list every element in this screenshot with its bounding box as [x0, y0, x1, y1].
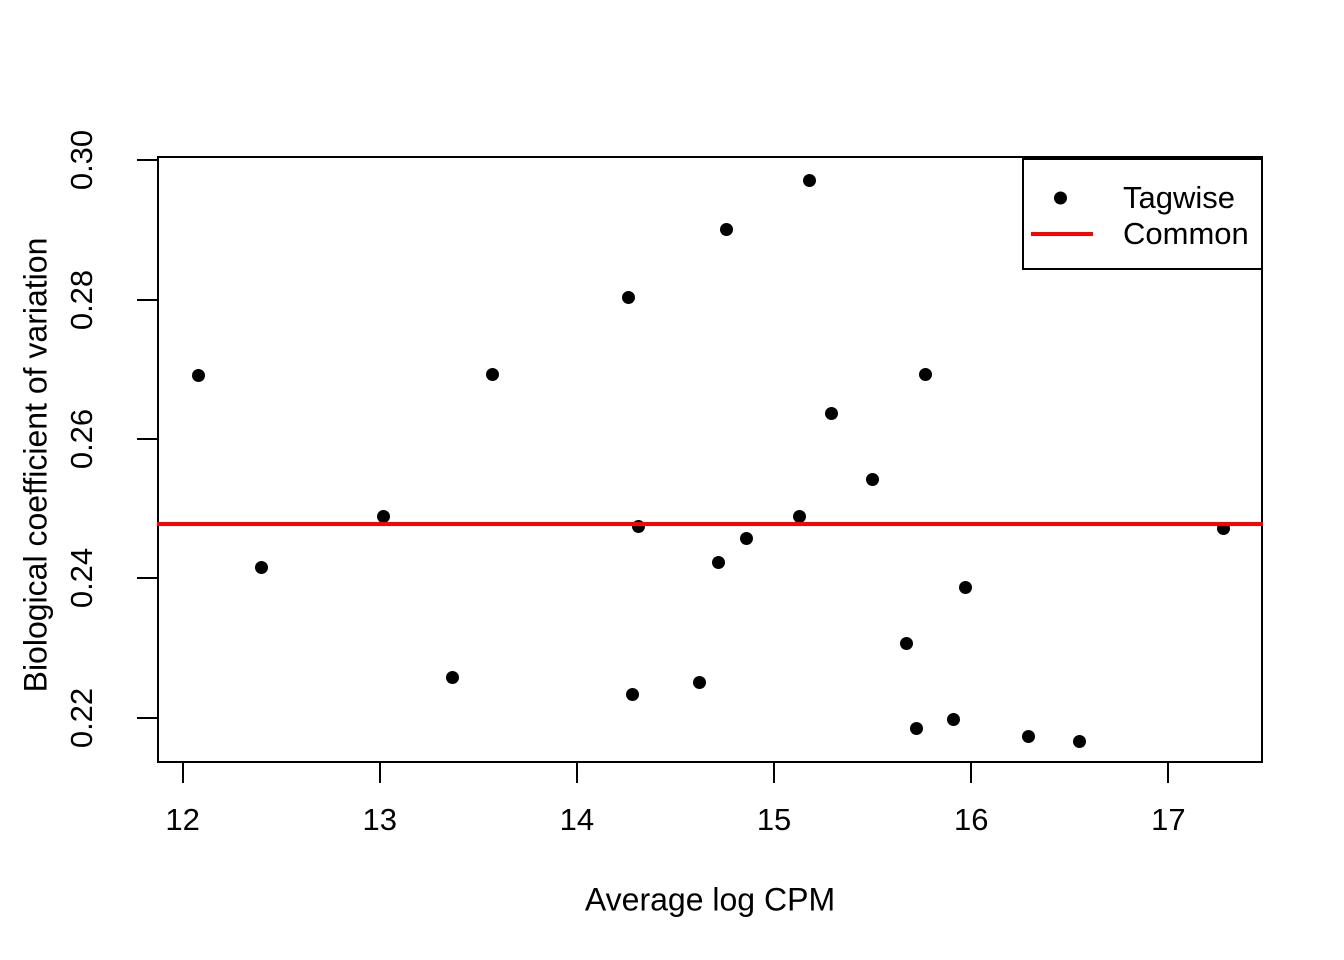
tagwise-point — [692, 676, 706, 690]
legend: Tagwise Common — [1022, 158, 1263, 270]
tagwise-point — [446, 670, 460, 684]
x-axis-tick — [1167, 763, 1170, 783]
legend-entry-tagwise: Tagwise — [1024, 180, 1261, 216]
x-axis-tick-label: 16 — [953, 802, 989, 837]
tagwise-point — [1073, 734, 1087, 748]
plot-box — [157, 156, 1263, 763]
x-axis-tick-label: 13 — [362, 802, 398, 837]
x-axis-tick — [773, 763, 776, 783]
tagwise-point — [919, 368, 933, 382]
tagwise-point — [946, 712, 960, 726]
tagwise-point — [958, 580, 972, 594]
y-axis-tick-label: 0.22 — [64, 687, 99, 748]
tagwise-point — [720, 222, 734, 236]
y-axis-label: Biological coefficient of variation — [17, 237, 54, 693]
y-axis-tick — [137, 298, 157, 301]
tagwise-point-marker-icon — [1054, 191, 1067, 205]
x-axis-tick-label: 17 — [1151, 802, 1186, 837]
tagwise-point — [793, 510, 807, 524]
y-axis-tick — [137, 577, 157, 580]
x-axis-tick — [378, 763, 381, 783]
tagwise-point — [485, 368, 499, 382]
tagwise-point — [739, 532, 753, 546]
legend-entry-common: Common — [1024, 216, 1261, 252]
tagwise-point — [1021, 730, 1035, 744]
tagwise-point — [621, 290, 635, 304]
tagwise-point — [803, 173, 817, 187]
tagwise-point — [254, 560, 268, 574]
x-axis-tick — [575, 763, 578, 783]
y-axis-tick — [137, 159, 157, 162]
y-axis-tick-label: 0.30 — [64, 130, 99, 191]
y-axis-tick — [137, 716, 157, 719]
x-axis-tick — [970, 763, 973, 783]
y-axis-tick-label: 0.26 — [64, 408, 99, 470]
x-axis-tick-label: 12 — [165, 802, 200, 837]
legend-label-tagwise: Tagwise — [1123, 180, 1235, 215]
tagwise-point — [712, 555, 726, 569]
y-axis-tick-label: 0.28 — [64, 269, 99, 330]
tagwise-point — [191, 369, 205, 383]
legend-label-common: Common — [1123, 216, 1249, 251]
x-axis-tick-label: 14 — [559, 802, 595, 837]
common-dispersion-line — [157, 521, 1263, 526]
tagwise-point — [824, 407, 838, 421]
tagwise-point — [909, 722, 923, 736]
tagwise-point — [866, 472, 880, 486]
tagwise-point — [625, 688, 639, 702]
y-axis-tick — [137, 437, 157, 440]
tagwise-point — [899, 637, 913, 651]
y-axis-tick-label: 0.24 — [64, 548, 99, 609]
x-axis-tick-label: 15 — [756, 802, 792, 837]
x-axis-tick — [181, 763, 184, 783]
tagwise-point — [377, 510, 391, 524]
common-line-marker-icon — [1031, 232, 1093, 236]
x-axis-label: Average log CPM — [584, 881, 836, 918]
